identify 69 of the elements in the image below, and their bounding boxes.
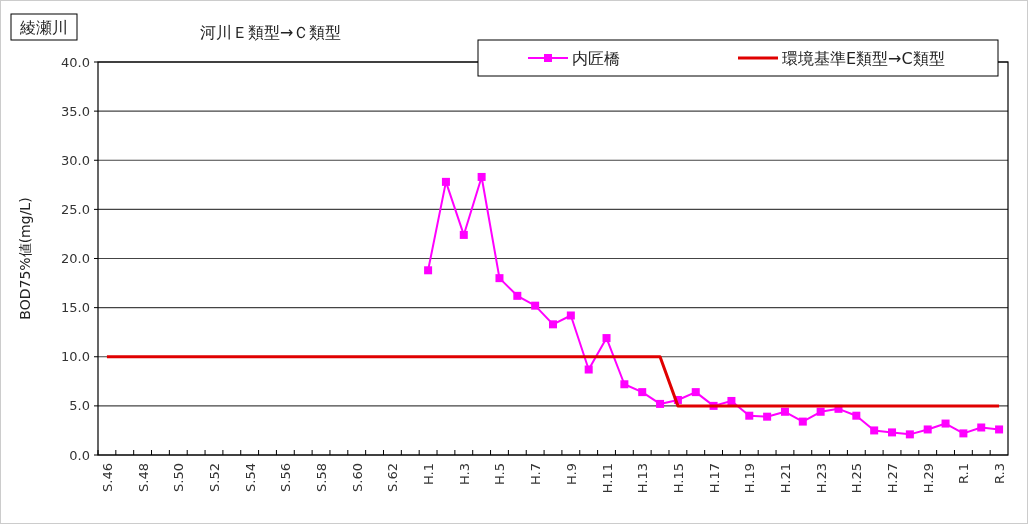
x-tick-label: R.3 — [992, 463, 1008, 484]
x-tick-label: H.3 — [456, 463, 472, 485]
point — [656, 399, 665, 408]
point — [995, 425, 1004, 434]
x-tick-label: H.23 — [813, 463, 829, 494]
point — [566, 311, 575, 320]
y-tick-label: 10.0 — [61, 349, 90, 365]
point — [852, 411, 861, 420]
x-tick-label: H.1 — [421, 463, 437, 485]
point — [888, 428, 897, 437]
point — [959, 429, 968, 438]
point — [602, 334, 611, 343]
point — [620, 380, 629, 389]
x-tick-label: H.25 — [849, 463, 865, 494]
x-tick-label: S.58 — [314, 463, 330, 492]
point — [905, 430, 914, 439]
y-tick-label: 5.0 — [69, 398, 90, 414]
y-tick-label: 15.0 — [61, 300, 90, 316]
point — [513, 291, 522, 300]
point — [977, 423, 986, 432]
legend-label: 環境基準E類型→C類型 — [782, 49, 945, 68]
y-tick-label: 20.0 — [61, 251, 90, 267]
point — [763, 412, 772, 421]
point — [424, 266, 433, 275]
point — [459, 230, 468, 239]
x-tick-label: S.62 — [385, 463, 401, 492]
x-tick-label: H.19 — [742, 463, 758, 494]
x-tick-label: H.9 — [563, 463, 579, 485]
x-tick-label: S.52 — [206, 463, 222, 492]
y-tick-label: 25.0 — [61, 201, 90, 217]
x-tick-label: S.54 — [242, 463, 258, 492]
x-tick-label: S.46 — [99, 463, 115, 492]
y-tick-label: 0.0 — [69, 447, 90, 463]
x-tick-label: R.1 — [956, 463, 972, 484]
point — [870, 426, 879, 435]
point — [441, 177, 450, 186]
chart-title: 綾瀬川 — [19, 18, 68, 37]
y-tick-label: 40.0 — [61, 54, 90, 70]
point — [531, 301, 540, 310]
x-tick-label: H.11 — [599, 463, 615, 494]
x-tick-label: S.60 — [349, 463, 365, 492]
point — [798, 417, 807, 426]
x-tick-label: H.13 — [635, 463, 651, 494]
point — [495, 274, 504, 283]
x-tick-label: H.15 — [670, 463, 686, 494]
point — [584, 365, 593, 374]
chart-subtitle: 河川Ｅ類型→Ｃ類型 — [200, 23, 342, 42]
x-tick-label: H.7 — [528, 463, 544, 485]
x-tick-label: H.27 — [885, 463, 901, 494]
point — [638, 388, 647, 397]
x-tick-label: S.48 — [135, 463, 151, 492]
x-tick-label: S.50 — [171, 463, 187, 492]
x-tick-label: H.21 — [777, 463, 793, 494]
point — [923, 425, 932, 434]
point — [816, 407, 825, 416]
point — [780, 407, 789, 416]
y-tick-label: 30.0 — [61, 152, 90, 168]
y-axis-title: BOD75%値(mg/L) — [17, 197, 33, 320]
legend-label: 内匠橋 — [572, 49, 620, 68]
point — [941, 419, 950, 428]
x-tick-label: S.56 — [278, 463, 294, 492]
x-tick-label: H.29 — [920, 463, 936, 494]
point — [745, 411, 754, 420]
x-tick-label: H.5 — [492, 463, 508, 485]
y-tick-label: 35.0 — [61, 103, 90, 119]
point — [549, 320, 557, 329]
point — [477, 172, 486, 181]
point — [691, 388, 700, 397]
x-tick-label: H.17 — [706, 463, 722, 494]
